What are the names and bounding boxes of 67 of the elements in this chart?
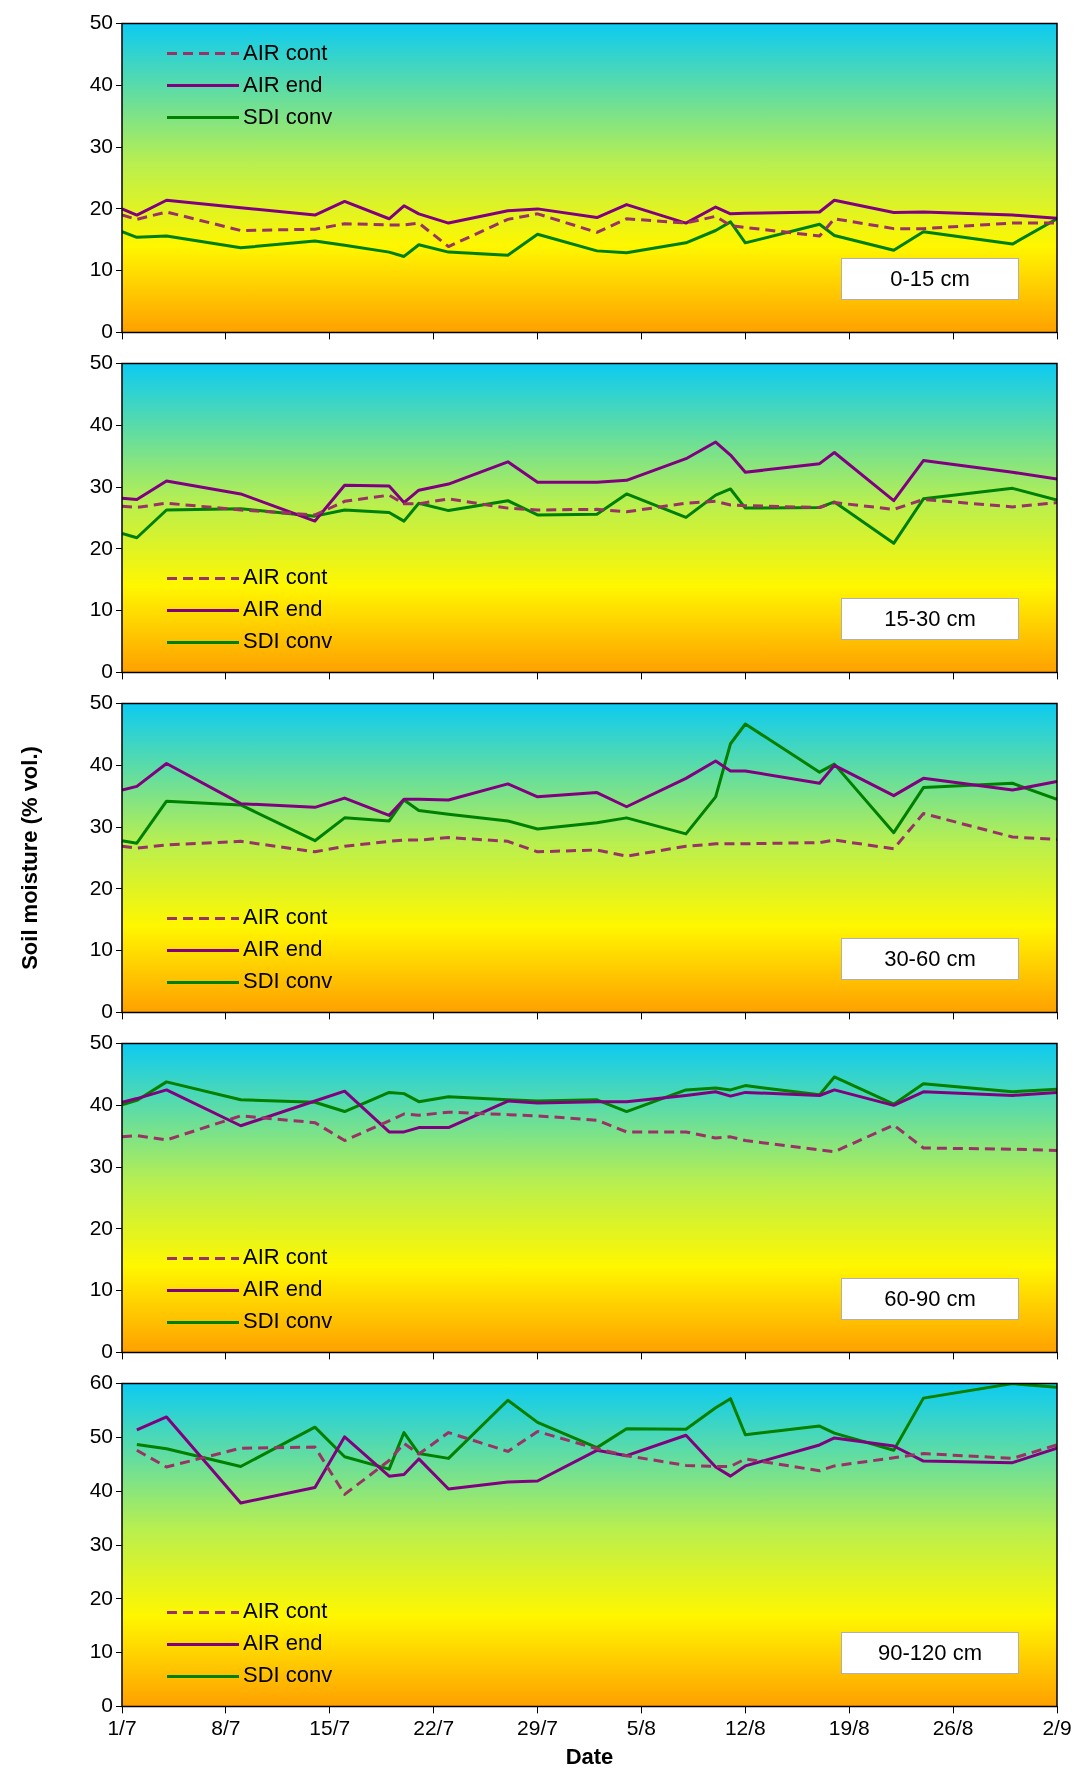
y-tick-label: 40 xyxy=(89,72,113,96)
x-tick-label: 15/7 xyxy=(309,1715,351,1739)
legend-label: SDI conv xyxy=(243,628,333,654)
x-tick-label: 22/7 xyxy=(413,1715,455,1739)
y-tick-label: 0 xyxy=(101,1693,113,1717)
y-tick-label: 30 xyxy=(89,813,113,837)
caption-box: 30-60 cm xyxy=(841,938,1019,981)
y-tick-label: 60 xyxy=(89,1370,113,1394)
caption-box: 15-30 cm xyxy=(841,598,1019,641)
y-tick-label: 20 xyxy=(89,1585,113,1609)
y-tick-label: 30 xyxy=(89,1153,113,1177)
legend-label: SDI conv xyxy=(243,1662,333,1688)
caption-box: 90-120 cm xyxy=(841,1632,1019,1675)
y-tick-label: 0 xyxy=(101,319,113,343)
y-tick-label: 30 xyxy=(89,1531,113,1555)
x-tick-label: 29/7 xyxy=(517,1715,558,1739)
legend-label: SDI conv xyxy=(243,1308,333,1334)
legend-label: SDI conv xyxy=(243,968,333,994)
legend-label: AIR end xyxy=(243,596,323,622)
legend-label: AIR end xyxy=(243,936,323,962)
x-tick-label: 5/8 xyxy=(626,1715,657,1739)
y-tick-label: 50 xyxy=(89,10,113,34)
y-axis-title: Soil moisture (% vol.) xyxy=(17,746,43,970)
line-series xyxy=(135,1429,1057,1496)
y-tick-label: 20 xyxy=(89,535,113,559)
legend-label: SDI conv xyxy=(243,103,333,129)
y-tick-label: 10 xyxy=(89,257,113,281)
y-tick-label: 50 xyxy=(89,350,113,374)
legend-label: AIR end xyxy=(243,71,323,97)
y-tick-label: 50 xyxy=(89,1030,113,1054)
y-tick-label: 30 xyxy=(89,133,113,157)
legend-label: AIR end xyxy=(243,1276,323,1302)
y-tick-label: 40 xyxy=(89,1092,113,1116)
legend-label: AIR end xyxy=(243,1630,323,1656)
y-tick-label: 10 xyxy=(89,937,113,961)
y-tick-label: 50 xyxy=(89,1424,113,1448)
y-tick-label: 40 xyxy=(89,412,113,436)
y-tick-label: 50 xyxy=(89,690,113,714)
x-tick-label: 12/8 xyxy=(724,1715,766,1739)
x-tick-label: 8/7 xyxy=(211,1715,241,1739)
y-tick-label: 10 xyxy=(89,597,113,621)
line-series xyxy=(122,493,1057,517)
x-axis-title: Date xyxy=(565,1743,614,1769)
legend-label: AIR cont xyxy=(243,1244,328,1270)
caption-box: 0-15 cm xyxy=(841,258,1019,301)
y-tick-label: 10 xyxy=(89,1639,113,1663)
y-tick-label: 30 xyxy=(89,473,113,497)
x-tick-label: 19/8 xyxy=(828,1715,870,1739)
legend-label: AIR cont xyxy=(243,904,328,930)
x-tick-label: 2/9 xyxy=(1042,1715,1072,1739)
y-tick-label: 20 xyxy=(89,195,113,219)
y-tick-label: 20 xyxy=(89,875,113,899)
caption-box: 60-90 cm xyxy=(841,1278,1019,1321)
y-tick-label: 40 xyxy=(89,1478,113,1501)
legend-label: AIR cont xyxy=(243,1598,328,1624)
y-tick-label: 0 xyxy=(101,1339,113,1363)
legend-label: AIR cont xyxy=(243,39,328,65)
y-tick-label: 0 xyxy=(101,659,113,683)
x-tick-label: 1/7 xyxy=(107,1715,137,1739)
y-tick-label: 0 xyxy=(101,999,113,1023)
y-tick-label: 40 xyxy=(89,752,113,776)
line-series xyxy=(122,1110,1057,1154)
y-tick-label: 10 xyxy=(89,1277,113,1301)
legend-label: AIR cont xyxy=(243,564,328,590)
line-series xyxy=(122,210,1057,249)
y-tick-label: 20 xyxy=(89,1215,113,1239)
x-tick-label: 26/8 xyxy=(932,1715,974,1739)
